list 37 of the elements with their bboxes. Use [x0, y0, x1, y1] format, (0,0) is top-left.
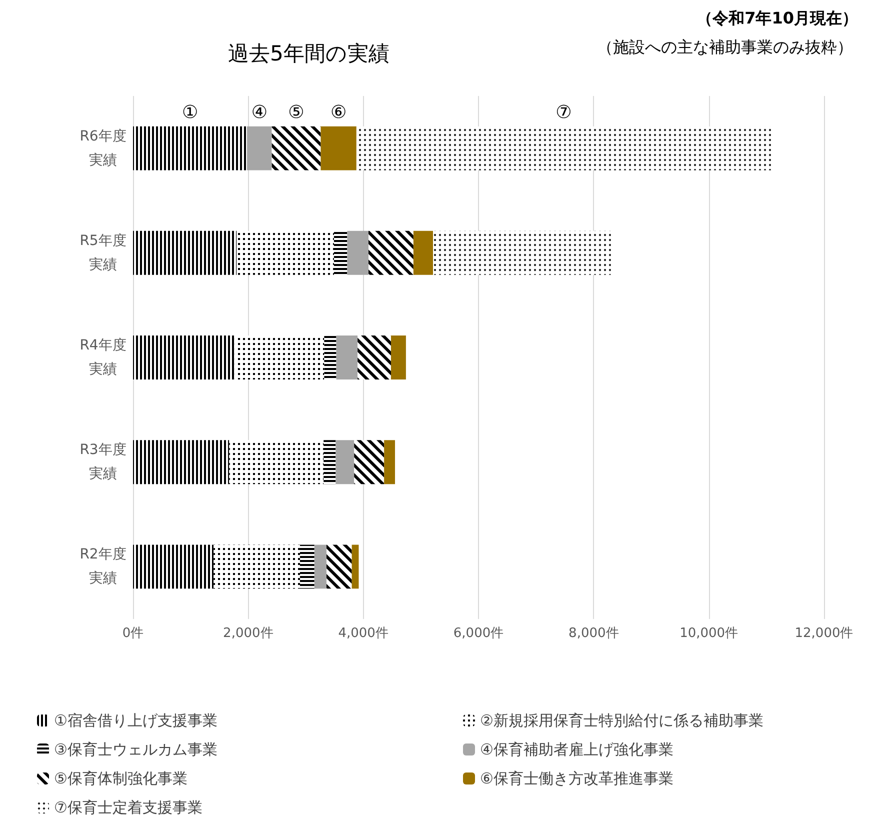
- x-tick-label: 12,000件: [794, 626, 854, 641]
- x-tick-label: 6,000件: [453, 626, 504, 641]
- y-tick-label: R3年度実績: [80, 442, 126, 482]
- bar: [347, 230, 369, 275]
- bar: [336, 440, 354, 484]
- text: （令和7年10月現在）: [696, 8, 858, 28]
- legend-label: ⑥保育士働き方改革推進事業: [480, 770, 674, 788]
- bar: [314, 544, 326, 589]
- annotation: ①: [182, 102, 198, 123]
- legend-label: ①宿舎借り上げ支援事業: [54, 712, 218, 730]
- annotation: ⑥: [330, 102, 347, 123]
- annotation: ⑤: [288, 102, 304, 123]
- x-tick-label: 10,000件: [680, 626, 738, 641]
- bar: [320, 126, 356, 170]
- y-tick-label: R6年度実績: [80, 128, 126, 168]
- legend-label: ⑤保育体制強化事業: [54, 770, 188, 788]
- legend-label: ③保育士ウェルカム事業: [54, 740, 218, 758]
- bar: [413, 230, 434, 275]
- bar: [336, 336, 358, 380]
- annotation: ⑦: [556, 102, 572, 123]
- chart-subtitle: （施設への主な補助事業のみ抜粋）: [597, 38, 853, 56]
- bar: [247, 126, 272, 170]
- y-tick-label: R5年度実績: [80, 232, 126, 273]
- x-tick-label: 0件: [122, 626, 144, 641]
- x-tick-label: 8,000件: [568, 626, 619, 641]
- bar: [390, 336, 406, 380]
- y-tick-label: R2年度実績: [80, 546, 126, 587]
- bar: [352, 544, 359, 589]
- x-tick-label: 2,000件: [223, 626, 274, 641]
- x-tick-label: 4,000件: [338, 626, 388, 641]
- y-tick-label: R4年度実績: [80, 338, 126, 378]
- annotation: ④: [251, 102, 268, 123]
- chart-title: 過去5年間の実績: [228, 42, 390, 66]
- bar: [384, 440, 396, 484]
- legend-label: ④保育補助者雇上げ強化事業: [480, 740, 674, 758]
- legend-label: ②新規採用保育士特別給付に係る補助事業: [480, 712, 764, 730]
- legend-label: ⑦保育士定着支援事業: [54, 798, 202, 816]
